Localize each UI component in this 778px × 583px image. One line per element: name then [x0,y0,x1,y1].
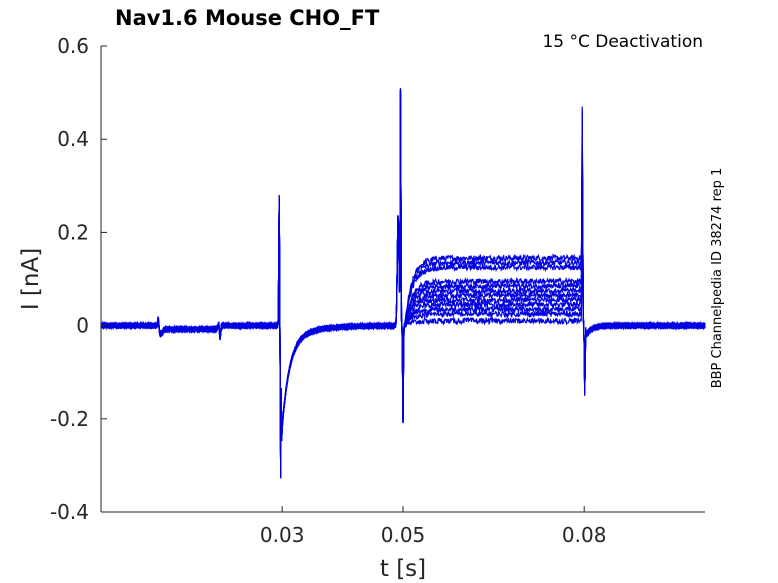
x-tick-label: 0.05 [381,523,426,547]
y-axis-label: I [nA] [18,248,44,310]
y-tick-label: 0.2 [57,220,89,244]
chart-annotation: 15 °C Deactivation [542,32,703,52]
y-tick-label: -0.2 [50,407,89,431]
side-label: BBP Channelpedia ID 38274 rep 1 [710,168,725,389]
x-axis-label: t [s] [380,556,426,582]
traces [100,88,706,479]
x-tick-label: 0.03 [260,523,305,547]
y-tick-label: 0 [76,314,89,338]
sweep-line [100,90,706,478]
y-tick-label: 0.4 [57,127,89,151]
chart-title: Nav1.6 Mouse CHO_FT [115,6,380,30]
y-tick-label: -0.4 [50,500,89,524]
x-tick-label: 0.08 [562,523,607,547]
y-tick-label: 0.6 [57,34,89,58]
x-ticks: 0.03 0.05 0.08 [260,506,607,547]
y-ticks: -0.4 -0.2 0 0.2 0.4 0.6 [50,34,107,524]
